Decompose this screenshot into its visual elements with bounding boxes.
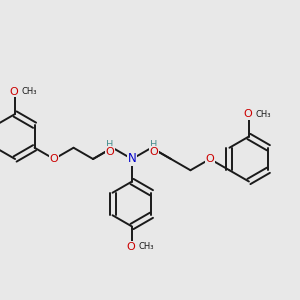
Text: H: H: [106, 140, 114, 150]
Text: O: O: [50, 154, 58, 164]
Text: CH₃: CH₃: [256, 110, 271, 118]
Text: O: O: [206, 154, 214, 164]
Text: O: O: [126, 242, 135, 252]
Text: CH₃: CH₃: [139, 242, 154, 251]
Text: O: O: [106, 147, 114, 157]
Text: N: N: [128, 152, 136, 166]
Text: O: O: [243, 109, 252, 119]
Text: O: O: [150, 147, 158, 157]
Text: CH₃: CH₃: [22, 87, 38, 96]
Text: O: O: [9, 86, 18, 97]
Text: H: H: [150, 140, 158, 150]
